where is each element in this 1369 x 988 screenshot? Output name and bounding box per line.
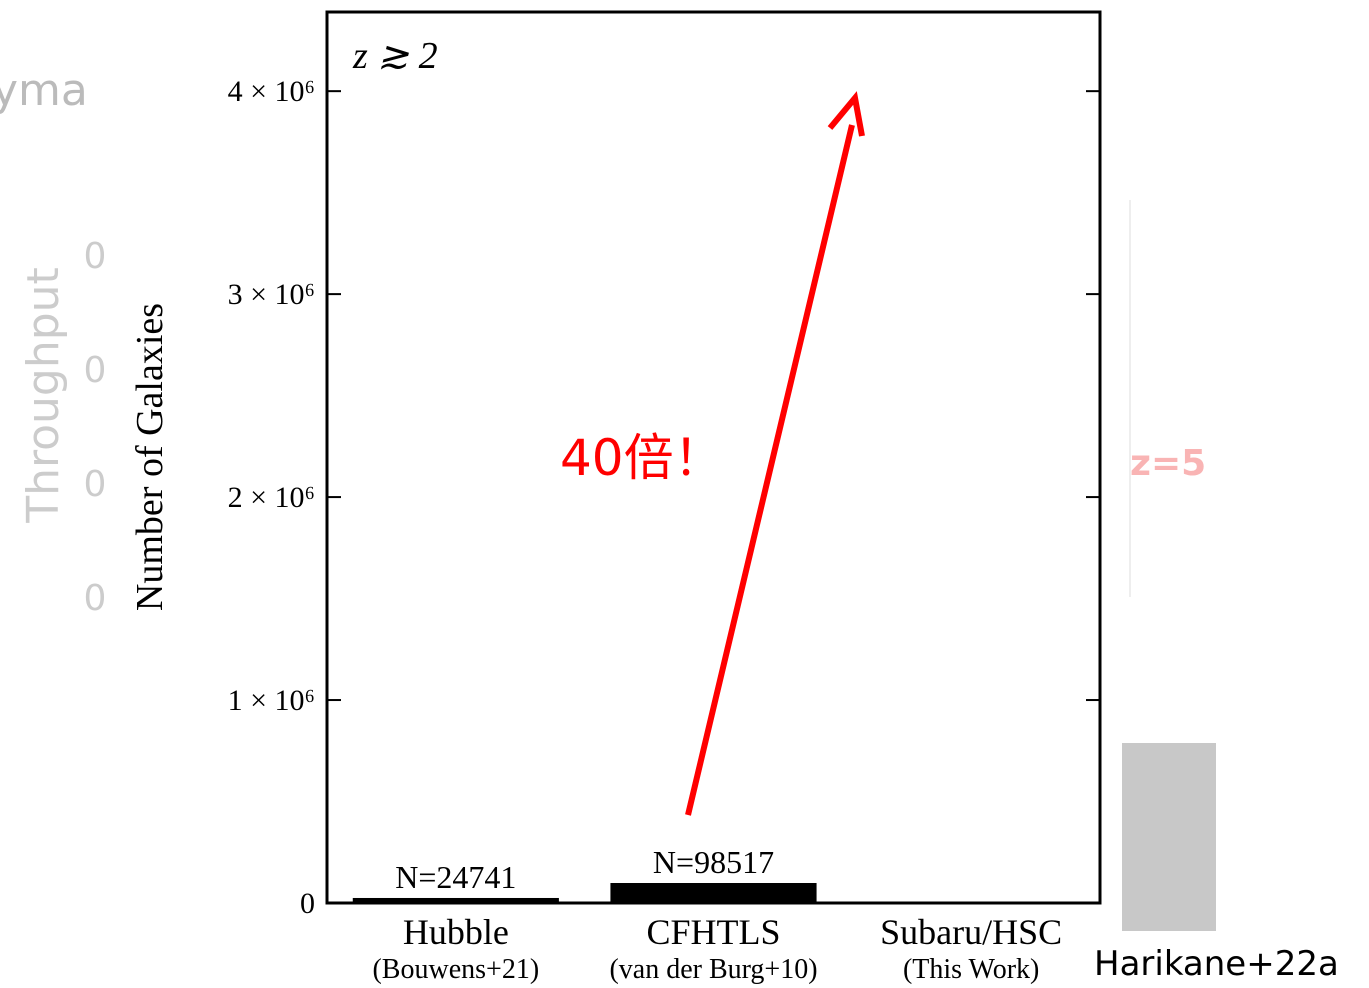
bg-axis-label: Throughput: [18, 267, 69, 524]
y-tick-label: 3 × 10⁶: [228, 278, 315, 311]
x-tick-label: Subaru/HSC: [880, 912, 1062, 952]
bar: [353, 898, 559, 903]
bg-tick: 0: [84, 350, 107, 391]
bg-label: z=5: [1130, 443, 1206, 484]
x-tick-sublabel: (van der Burg+10): [609, 954, 817, 985]
x-tick-sublabel: (Bouwens+21): [372, 954, 539, 985]
y-tick-label: 1 × 10⁶: [228, 684, 315, 717]
x-tick-sublabel: (This Work): [903, 954, 1039, 985]
annotation: z ≳ 2: [352, 35, 438, 77]
slide: yma Throughput 0 0 0 0 z=5 z ≳ 2 Number of …: [0, 0, 1369, 988]
y-tick-label: 0: [300, 887, 315, 920]
y-tick-label: 2 × 10⁶: [228, 481, 315, 514]
y-tick-label: 4 × 10⁶: [228, 75, 315, 108]
bg-fragment: yma: [0, 65, 88, 116]
bg-tick: 0: [84, 236, 107, 277]
credit: Harikane+22a: [1094, 944, 1339, 984]
bg-tick: 0: [84, 578, 107, 619]
x-tick-label: CFHTLS: [646, 912, 780, 952]
y-axis-label: Number of Galaxies: [129, 303, 171, 611]
value-label: N=24741: [395, 859, 516, 895]
bar: [610, 883, 816, 903]
arrow-label: 40倍！: [560, 429, 724, 487]
bg-image: [1122, 743, 1216, 931]
x-tick-label: Hubble: [403, 912, 509, 952]
value-label: N=98517: [653, 844, 774, 880]
bg-tick: 0: [84, 464, 107, 505]
